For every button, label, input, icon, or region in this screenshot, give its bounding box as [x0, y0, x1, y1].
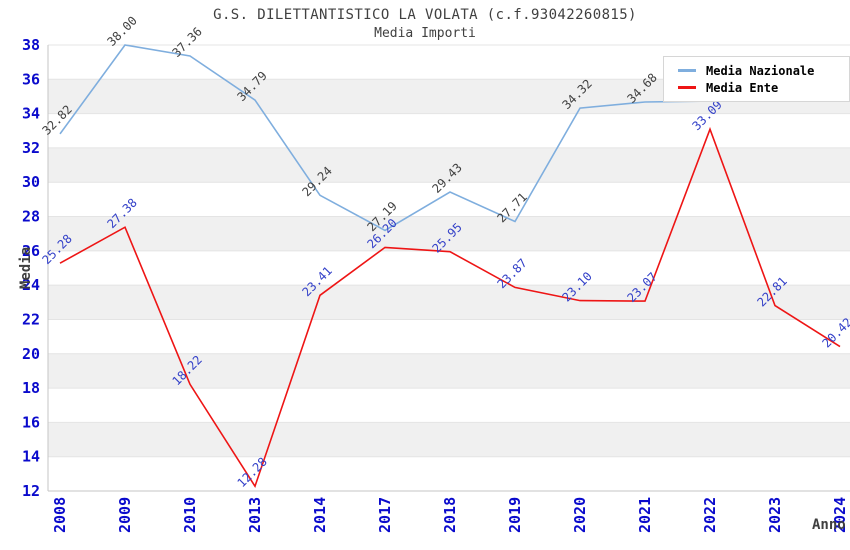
- y-tick-label: 34: [22, 105, 40, 123]
- series-line-media-ente: [59, 126, 841, 489]
- x-tick-label: 2020: [571, 497, 589, 533]
- y-tick-label: 38: [22, 36, 40, 54]
- y-axis-title: Media: [18, 247, 34, 289]
- x-tick-label: 2018: [441, 497, 459, 533]
- background-band: [48, 216, 850, 251]
- y-tick-label: 28: [22, 208, 40, 226]
- x-tick-label: 2023: [766, 497, 784, 533]
- background-band: [48, 456, 850, 491]
- legend-line-marker: [678, 86, 696, 89]
- background-band: [48, 147, 850, 183]
- y-tick-label: 16: [22, 413, 40, 431]
- x-tick-label: 2017: [376, 497, 394, 533]
- y-tick-label: 32: [22, 139, 40, 157]
- background-band: [48, 113, 850, 148]
- x-tick-label: 2021: [636, 497, 654, 533]
- x-tick-label: 2010: [181, 497, 199, 533]
- y-tick-label: 20: [22, 345, 40, 363]
- background-band: [48, 388, 850, 423]
- y-tick-label: 26: [22, 242, 40, 260]
- y-tick-label: 22: [22, 310, 40, 328]
- background-band: [48, 353, 850, 389]
- legend: Media Nazionale Media Ente: [663, 56, 850, 102]
- x-tick-label: 2019: [506, 497, 524, 533]
- legend-label: Media Ente: [706, 80, 779, 95]
- y-tick-label: 36: [22, 70, 40, 88]
- x-tick-label: 2024: [831, 497, 849, 533]
- background-band: [48, 319, 850, 354]
- y-tick-label: 24: [22, 276, 40, 294]
- x-tick-label: 2008: [51, 497, 69, 533]
- y-tick-label: 18: [22, 379, 40, 397]
- legend-label: Media Nazionale: [706, 63, 815, 78]
- legend-item-media-ente: Media Ente: [678, 81, 849, 95]
- y-tick-label: 30: [22, 173, 40, 191]
- chart-subtitle: Media Importi: [374, 26, 476, 41]
- background-band: [48, 285, 850, 320]
- x-tick-label: 2022: [701, 497, 719, 533]
- background-band: [48, 182, 850, 217]
- y-tick-label: 12: [22, 482, 40, 500]
- point-label: 38.00: [104, 13, 139, 48]
- legend-line-marker: [678, 69, 696, 72]
- y-tick-label: 14: [22, 448, 40, 466]
- chart-title: G.S. DILETTANTISTICO LA VOLATA (c.f.9304…: [213, 7, 637, 23]
- background-band: [48, 250, 850, 286]
- background-band: [48, 422, 850, 457]
- x-axis-title: Anno: [812, 517, 846, 533]
- x-tick-label: 2014: [311, 497, 329, 533]
- legend-item-media-nazionale: Media Nazionale: [678, 64, 849, 78]
- x-tick-label: 2009: [116, 497, 134, 533]
- x-tick-label: 2013: [246, 497, 264, 533]
